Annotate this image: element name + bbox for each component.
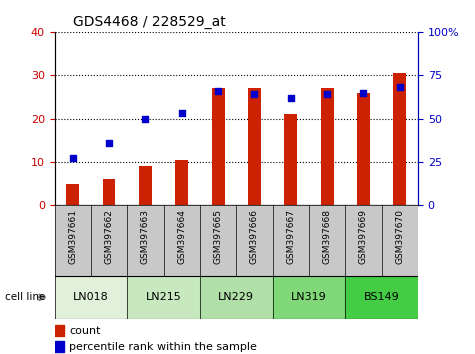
Text: LN215: LN215 (146, 292, 181, 302)
Text: GSM397665: GSM397665 (214, 209, 223, 264)
Bar (66, 184, 79, 205)
Text: GSM397669: GSM397669 (359, 209, 368, 264)
Point (214, 88, 222, 94)
Point (142, 116, 149, 121)
Text: LN319: LN319 (291, 292, 327, 302)
Text: LN229: LN229 (218, 292, 254, 302)
Text: GSM397662: GSM397662 (104, 209, 114, 264)
Point (251, 91, 258, 97)
Text: percentile rank within the sample: percentile rank within the sample (69, 342, 257, 352)
Bar (127, 276, 200, 319)
Bar (55, 341, 64, 353)
Text: GSM397667: GSM397667 (286, 209, 295, 264)
Text: GSM397666: GSM397666 (250, 209, 259, 264)
Bar (345, 276, 418, 319)
Bar (248, 88, 261, 205)
Bar (285, 114, 297, 205)
Point (360, 90, 367, 96)
Text: GSM397668: GSM397668 (323, 209, 332, 264)
Point (105, 140, 113, 146)
Text: GSM397664: GSM397664 (177, 209, 186, 264)
Bar (175, 160, 188, 205)
Bar (200, 276, 273, 319)
Text: count: count (69, 326, 101, 336)
Bar (273, 276, 345, 319)
Text: GSM397663: GSM397663 (141, 209, 150, 264)
Bar (321, 88, 333, 205)
Point (287, 95, 294, 101)
Text: GSM397670: GSM397670 (395, 209, 404, 264)
Text: BS149: BS149 (364, 292, 399, 302)
Point (69, 155, 76, 160)
Point (396, 85, 404, 90)
Bar (103, 179, 115, 205)
Point (323, 91, 331, 97)
Bar (55, 325, 64, 336)
Point (178, 110, 186, 116)
Text: GSM397661: GSM397661 (68, 209, 77, 264)
Bar (393, 73, 406, 205)
Bar (357, 93, 370, 205)
Text: LN018: LN018 (73, 292, 109, 302)
Bar (212, 88, 225, 205)
Bar (55, 276, 127, 319)
Text: cell line: cell line (5, 292, 45, 302)
Text: GDS4468 / 228529_at: GDS4468 / 228529_at (73, 16, 226, 29)
Bar (139, 166, 152, 205)
